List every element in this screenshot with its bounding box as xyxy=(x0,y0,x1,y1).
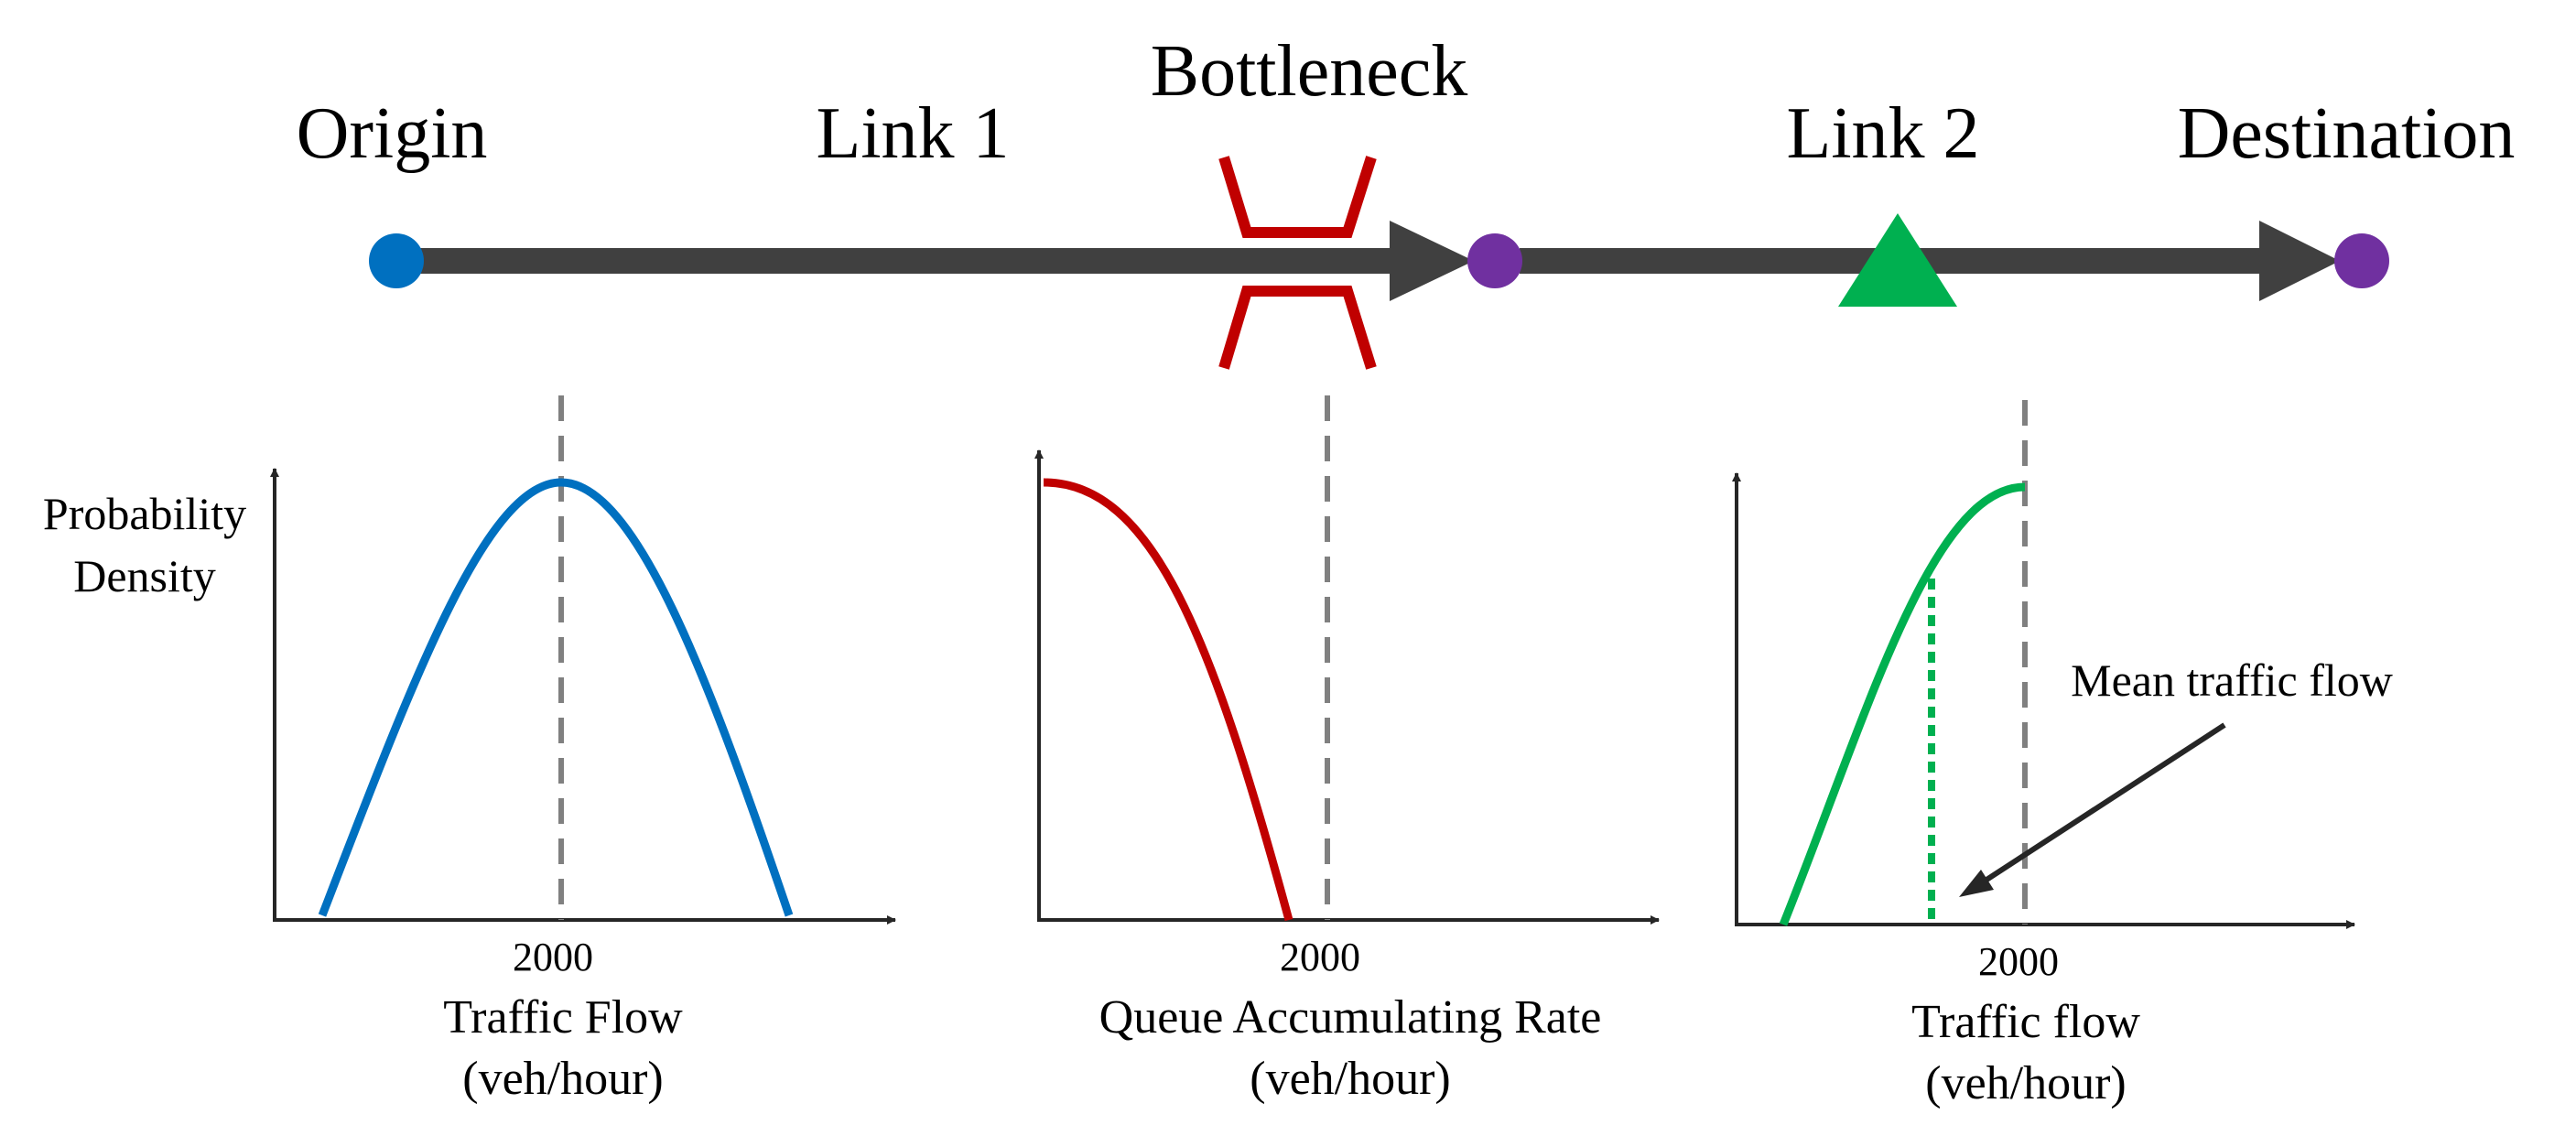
link-2-label: Link 2 xyxy=(1786,93,1979,174)
mean-traffic-flow-annotation: Mean traffic flow xyxy=(2071,654,2393,706)
middle-x-label-line2: (veh/hour) xyxy=(1250,1053,1450,1105)
left-y-label-line1: Probability xyxy=(43,488,246,539)
route: Origin Link 1 Bottleneck Link 2 Destinat… xyxy=(297,31,2516,370)
annotation-arrow-icon xyxy=(1959,722,2226,897)
left-tick-label: 2000 xyxy=(513,935,593,979)
middle-panel: 2000 Queue Accumulating Rate (veh/hour) xyxy=(1034,395,1660,1105)
origin-label: Origin xyxy=(297,93,488,174)
left-y-label-line2: Density xyxy=(73,550,216,601)
destination-label: Destination xyxy=(2178,93,2516,174)
origin-node xyxy=(369,233,424,288)
bottleneck-label: Bottleneck xyxy=(1151,31,1468,112)
middle-x-label-line1: Queue Accumulating Rate xyxy=(1099,991,1602,1044)
left-density-curve xyxy=(318,478,794,917)
left-x-label-line2: (veh/hour) xyxy=(462,1053,663,1105)
link-1-arrow xyxy=(394,221,1474,301)
right-panel: Mean traffic flow 2000 Traffic flow (veh… xyxy=(1732,400,2393,1109)
right-x-label-line1: Traffic flow xyxy=(1911,996,2140,1048)
sensor-triangle-icon xyxy=(1838,213,1957,307)
link-1-label: Link 1 xyxy=(816,93,1009,174)
middle-density-curve xyxy=(1043,478,1293,922)
left-x-label-line1: Traffic Flow xyxy=(443,991,683,1044)
bottleneck-node xyxy=(1467,233,1522,288)
right-tick-label: 2000 xyxy=(1978,939,2059,984)
left-panel: Probability Density 2000 Traffic Flow (v… xyxy=(43,395,896,1105)
bottleneck-symbol xyxy=(1218,156,1377,370)
destination-node xyxy=(2334,233,2389,288)
right-x-label-line2: (veh/hour) xyxy=(1925,1057,2126,1109)
middle-tick-label: 2000 xyxy=(1280,935,1360,979)
right-density-curve xyxy=(1779,482,2026,926)
